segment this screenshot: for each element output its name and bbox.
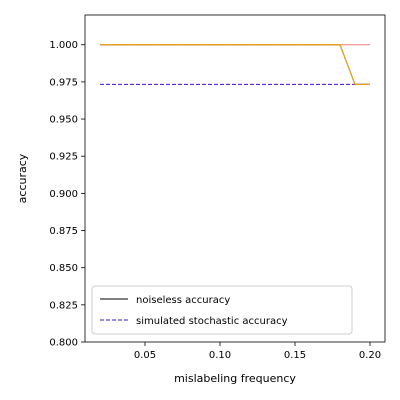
y-tick-label: 0.900: [49, 189, 78, 200]
x-tick-label: 0.10: [209, 350, 231, 361]
y-tick-label: 0.850: [49, 263, 78, 274]
legend-entry-label: noiseless accuracy: [136, 295, 230, 306]
y-axis-ticks: 0.800 0.825 0.850 0.875 0.900 0.925 0.950 0.975…: [49, 40, 85, 349]
legend-entry-label: simulated stochastic accuracy: [136, 316, 288, 327]
series-line-5: [100, 44, 370, 85]
x-axis-label: mislabeling frequency: [174, 372, 296, 385]
x-tick-label: 0.15: [284, 350, 306, 361]
x-tick-label: 0.20: [359, 350, 381, 361]
x-axis-ticks: 0.05 0.10 0.15 0.20: [134, 342, 381, 361]
y-tick-label: 0.975: [49, 77, 78, 88]
y-axis-label: accuracy: [16, 153, 29, 203]
x-tick-label: 0.05: [134, 350, 156, 361]
y-tick-label: 0.800: [49, 338, 78, 349]
y-tick-label: 0.875: [49, 226, 78, 237]
y-tick-label: 0.825: [49, 300, 78, 311]
y-tick-label: 0.950: [49, 115, 78, 126]
series-layer: [100, 44, 370, 85]
y-tick-label: 0.925: [49, 152, 78, 163]
legend-box: [91, 285, 353, 335]
axes-frame: [84, 14, 386, 343]
y-tick-label: 1.000: [49, 40, 78, 51]
legend: noiseless accuracy simulated stochastic a…: [91, 285, 353, 335]
